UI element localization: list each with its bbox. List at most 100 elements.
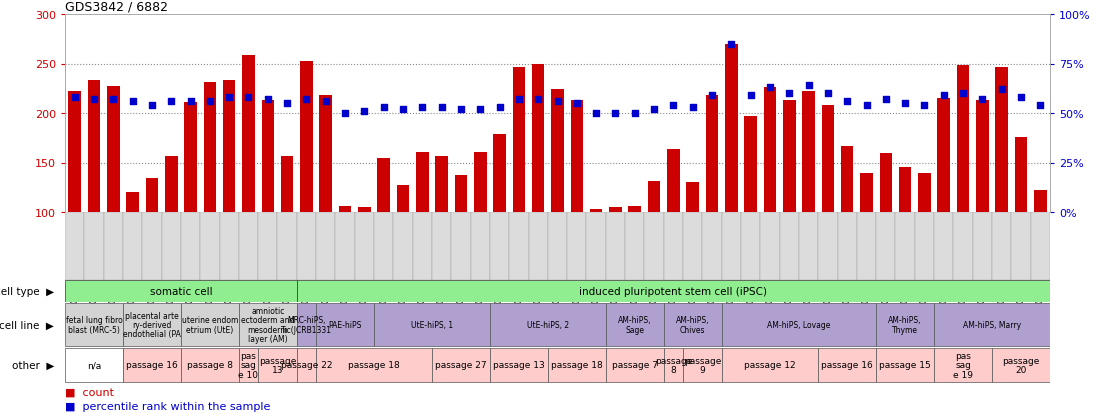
Text: pas
sag
e 19: pas sag e 19 [953, 351, 973, 379]
FancyBboxPatch shape [123, 212, 142, 280]
Point [510, 97, 527, 103]
Bar [280, 156, 294, 212]
Point [722, 41, 740, 48]
Bar [474, 152, 486, 212]
Bar [532, 65, 544, 212]
Bar [513, 68, 525, 212]
Bar [551, 90, 564, 212]
Bar [107, 87, 120, 212]
Text: fetal lung fibro
blast (MRC-5): fetal lung fibro blast (MRC-5) [65, 316, 122, 334]
FancyBboxPatch shape [856, 212, 876, 280]
Text: amniotic
ectoderm and
mesoderm
layer (AM): amniotic ectoderm and mesoderm layer (AM… [242, 306, 295, 343]
Bar [126, 193, 138, 212]
Point [954, 91, 972, 97]
Point [606, 110, 624, 117]
Bar [706, 96, 718, 212]
Point [993, 87, 1010, 93]
Bar [261, 101, 274, 212]
Point [239, 95, 257, 101]
Point [65, 95, 83, 101]
Text: passage
20: passage 20 [1003, 356, 1039, 374]
Bar [184, 103, 197, 212]
Text: GDS3842 / 6882: GDS3842 / 6882 [65, 1, 168, 14]
FancyBboxPatch shape [606, 212, 625, 280]
Point [530, 97, 547, 103]
FancyBboxPatch shape [490, 348, 547, 382]
Bar [860, 174, 873, 212]
Point [491, 104, 509, 111]
Text: induced pluripotent stem cell (iPSC): induced pluripotent stem cell (iPSC) [579, 286, 768, 296]
Bar [745, 117, 757, 212]
FancyBboxPatch shape [934, 212, 953, 280]
Point [915, 102, 933, 109]
FancyBboxPatch shape [490, 212, 510, 280]
Point [587, 110, 605, 117]
FancyBboxPatch shape [201, 212, 219, 280]
FancyBboxPatch shape [239, 212, 258, 280]
Bar [1034, 191, 1047, 212]
Bar [416, 152, 429, 212]
Bar [976, 101, 988, 212]
FancyBboxPatch shape [529, 212, 547, 280]
FancyBboxPatch shape [992, 212, 1012, 280]
FancyBboxPatch shape [818, 212, 838, 280]
FancyBboxPatch shape [451, 212, 471, 280]
FancyBboxPatch shape [664, 303, 721, 346]
Point [220, 95, 238, 101]
Bar [454, 176, 468, 212]
Point [201, 99, 218, 105]
Point [278, 100, 296, 107]
Bar [339, 206, 351, 212]
FancyBboxPatch shape [876, 303, 934, 346]
FancyBboxPatch shape [625, 212, 645, 280]
Text: AM-hiPS, Marry: AM-hiPS, Marry [963, 320, 1022, 329]
Point [684, 104, 701, 111]
Text: MRC-hiPS,
Tic(JCRB1331: MRC-hiPS, Tic(JCRB1331 [281, 316, 332, 334]
FancyBboxPatch shape [1030, 212, 1050, 280]
Text: other  ▶: other ▶ [11, 360, 54, 370]
FancyBboxPatch shape [683, 212, 702, 280]
Point [626, 110, 644, 117]
Point [336, 110, 353, 117]
FancyBboxPatch shape [876, 212, 895, 280]
Bar [802, 92, 814, 212]
Bar [1015, 138, 1027, 212]
Point [1032, 102, 1049, 109]
FancyBboxPatch shape [258, 212, 277, 280]
Point [858, 102, 875, 109]
Point [394, 107, 412, 113]
FancyBboxPatch shape [316, 348, 432, 382]
FancyBboxPatch shape [65, 348, 123, 382]
Text: AM-hiPS,
Thyme: AM-hiPS, Thyme [889, 316, 922, 334]
FancyBboxPatch shape [336, 212, 355, 280]
Text: cell type  ▶: cell type ▶ [0, 286, 54, 296]
Text: PAE-hiPS: PAE-hiPS [328, 320, 361, 329]
Bar [243, 55, 255, 212]
Text: n/a: n/a [86, 361, 101, 370]
FancyBboxPatch shape [547, 348, 606, 382]
Text: UtE-hiPS, 1: UtE-hiPS, 1 [411, 320, 453, 329]
Bar [165, 156, 177, 212]
FancyBboxPatch shape [721, 303, 876, 346]
FancyBboxPatch shape [181, 348, 239, 382]
FancyBboxPatch shape [316, 212, 336, 280]
FancyBboxPatch shape [547, 212, 567, 280]
Point [143, 102, 161, 109]
Point [704, 93, 721, 99]
FancyBboxPatch shape [799, 212, 818, 280]
Point [780, 91, 798, 97]
Text: AM-hiPS,
Sage: AM-hiPS, Sage [618, 316, 652, 334]
Text: pas
sag
e 10: pas sag e 10 [238, 351, 258, 379]
Point [876, 97, 894, 103]
FancyBboxPatch shape [664, 348, 683, 382]
FancyBboxPatch shape [104, 212, 123, 280]
Bar [648, 182, 660, 212]
Point [896, 100, 914, 107]
Bar [919, 174, 931, 212]
Bar [378, 158, 390, 212]
FancyBboxPatch shape [258, 348, 297, 382]
Text: cell line  ▶: cell line ▶ [0, 320, 54, 330]
FancyBboxPatch shape [65, 303, 123, 346]
FancyBboxPatch shape [277, 212, 297, 280]
Point [819, 91, 837, 97]
